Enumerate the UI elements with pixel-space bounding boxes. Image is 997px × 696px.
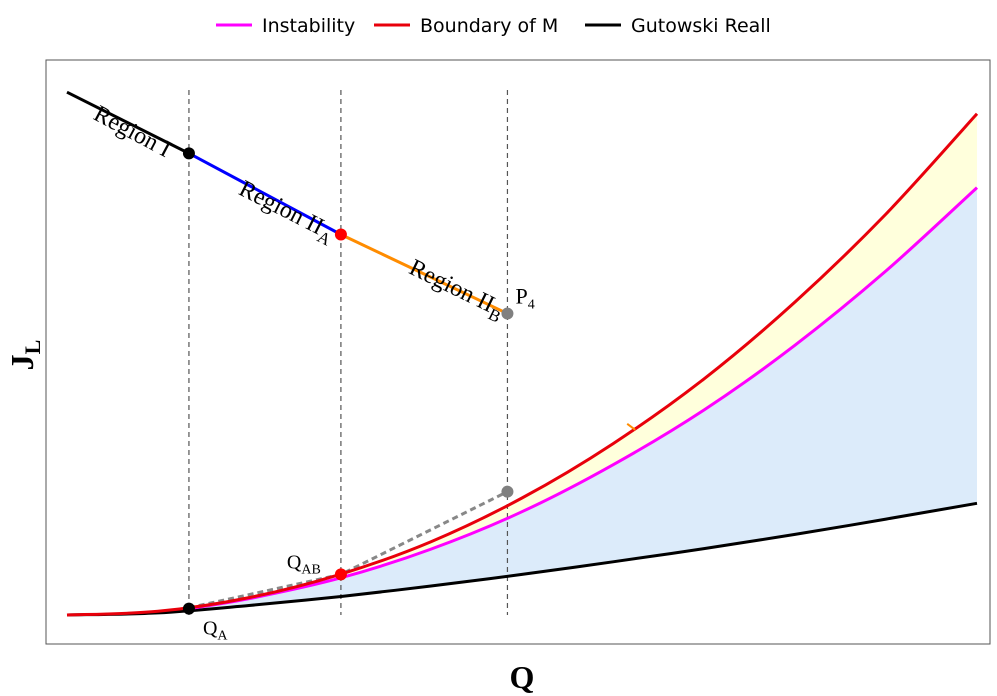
region-label-1: Region I [89, 101, 175, 163]
legend-label-boundary: Boundary of M [420, 15, 558, 37]
y-axis-label-subscript: L [20, 340, 45, 355]
plot-layer: Region I Region IIA Region IIB QA QAB P4 [66, 90, 979, 644]
x-axis-label: Q [510, 659, 535, 695]
region-segment-2 [188, 152, 342, 236]
series-gutowski-reall [66, 501, 978, 617]
series-instability [188, 186, 979, 611]
shaded-region-blue [188, 187, 977, 611]
region-label-3: Region IIB [403, 255, 508, 327]
plot-frame [45, 59, 991, 645]
legend-label-instability: Instability [262, 15, 355, 37]
series-boundary-of-m [66, 112, 979, 617]
region-label-2: Region IIA [233, 176, 340, 250]
point-label-p4: P4 [515, 284, 534, 313]
orange-tick [626, 423, 636, 431]
point-region-i-end [182, 147, 195, 160]
y-axis-label: J [4, 354, 40, 370]
y-axis-label-group: JL [4, 340, 45, 371]
point-q-a [182, 602, 195, 615]
point-label-q-ab: QAB [287, 551, 321, 577]
point-q-ab [334, 568, 347, 581]
point-p4-projection [501, 485, 514, 498]
region-segment-3 [340, 233, 509, 315]
point-label-q-a: QA [203, 618, 228, 644]
region-segment-1 [66, 90, 190, 155]
svg-text:JL: JL [4, 340, 45, 371]
point-p4 [501, 307, 514, 320]
legend: Instability Boundary of M Gutowski Reall [216, 15, 771, 37]
legend-label-gutowski-reall: Gutowski Reall [631, 15, 771, 37]
point-region-iia-end [334, 228, 347, 241]
